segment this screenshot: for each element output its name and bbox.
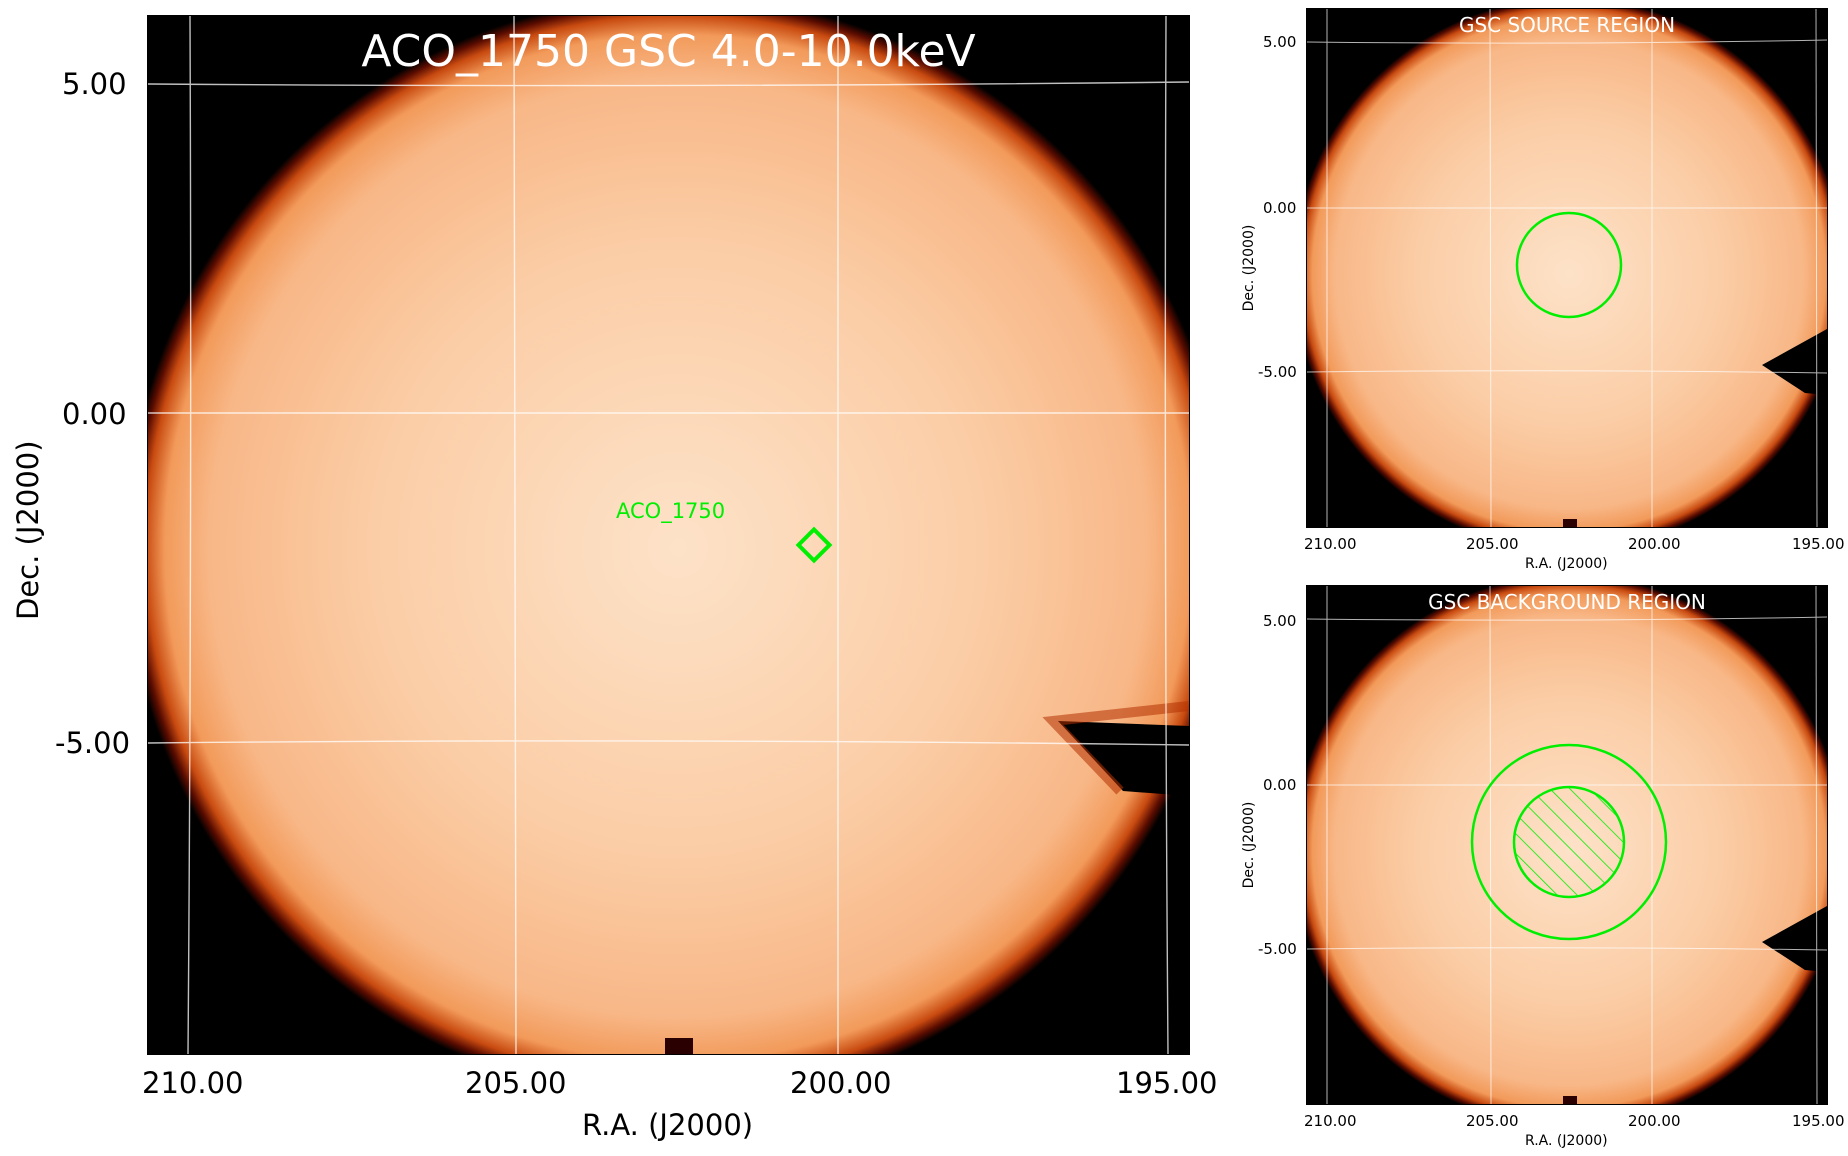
src-x-tick-205: 205.00 bbox=[1466, 535, 1519, 553]
detector-field-disk bbox=[1307, 9, 1827, 527]
bkg-y-tick-5: 5.00 bbox=[1263, 612, 1297, 630]
main-title: ACO_1750 GSC 4.0-10.0keV bbox=[361, 26, 976, 77]
src-x-tick-210: 210.00 bbox=[1304, 535, 1357, 553]
src-y-tick-0: 0.00 bbox=[1263, 199, 1297, 217]
main-y-tick-5: 5.00 bbox=[62, 67, 127, 101]
aco-1750-marker[interactable] bbox=[795, 526, 833, 564]
main-image-panel[interactable]: ACO_1750 GSC 4.0-10.0keV ACO_1750 bbox=[147, 15, 1190, 1055]
background-panel-title: GSC BACKGROUND REGION bbox=[1428, 590, 1706, 614]
bkg-x-tick-205: 205.00 bbox=[1466, 1112, 1519, 1130]
coordinate-grid bbox=[148, 16, 1189, 1054]
src-y-axis-label: Dec. (J2000) bbox=[1241, 224, 1257, 312]
src-x-axis-label: R.A. (J2000) bbox=[1525, 556, 1608, 572]
main-y-tick-minus5: -5.00 bbox=[55, 726, 131, 760]
main-x-axis-label: R.A. (J2000) bbox=[582, 1108, 754, 1142]
bkg-x-axis-label: R.A. (J2000) bbox=[1525, 1133, 1608, 1149]
main-x-tick-205: 205.00 bbox=[465, 1066, 567, 1100]
source-label: ACO_1750 bbox=[616, 499, 726, 523]
main-y-axis-label: Dec. (J2000) bbox=[11, 440, 45, 620]
background-sky-image bbox=[1307, 586, 1827, 1104]
bkg-x-tick-195: 195.00 bbox=[1792, 1112, 1845, 1130]
main-x-tick-195: 195.00 bbox=[1116, 1066, 1218, 1100]
source-region-circle[interactable] bbox=[1515, 211, 1623, 319]
bkg-y-tick-minus5: -5.00 bbox=[1258, 940, 1297, 958]
bkg-y-axis-label: Dec. (J2000) bbox=[1241, 801, 1257, 889]
bkg-x-tick-200: 200.00 bbox=[1628, 1112, 1681, 1130]
main-x-tick-210: 210.00 bbox=[142, 1066, 244, 1100]
background-region-panel[interactable]: GSC BACKGROUND REGION bbox=[1306, 585, 1828, 1105]
src-x-tick-195: 195.00 bbox=[1792, 535, 1845, 553]
source-panel-title: GSC SOURCE REGION bbox=[1458, 13, 1676, 37]
main-x-tick-200: 200.00 bbox=[790, 1066, 892, 1100]
detector-field-disk bbox=[148, 16, 1189, 1054]
coordinate-grid bbox=[1307, 586, 1827, 1104]
src-x-tick-200: 200.00 bbox=[1628, 535, 1681, 553]
background-outer-circle[interactable] bbox=[1470, 743, 1668, 941]
main-sky-image bbox=[148, 16, 1189, 1054]
source-region-panel[interactable]: GSC SOURCE REGION bbox=[1306, 8, 1828, 528]
source-sky-image bbox=[1307, 9, 1827, 527]
bkg-y-tick-0: 0.00 bbox=[1263, 776, 1297, 794]
main-y-tick-0: 0.00 bbox=[62, 397, 127, 431]
coordinate-grid bbox=[1307, 9, 1827, 527]
src-y-tick-5: 5.00 bbox=[1263, 33, 1297, 51]
excluded-source-circle[interactable] bbox=[1512, 785, 1626, 899]
src-y-tick-minus5: -5.00 bbox=[1258, 363, 1297, 381]
bkg-x-tick-210: 210.00 bbox=[1304, 1112, 1357, 1130]
